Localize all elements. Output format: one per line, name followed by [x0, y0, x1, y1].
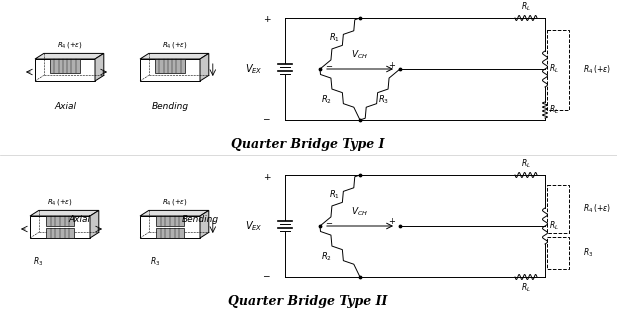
- Polygon shape: [140, 53, 209, 59]
- Text: $R_3$: $R_3$: [33, 255, 43, 268]
- Polygon shape: [140, 59, 200, 81]
- Text: $V_{EX}$: $V_{EX}$: [246, 219, 263, 233]
- Polygon shape: [140, 216, 200, 238]
- Text: $R_L$: $R_L$: [521, 1, 531, 13]
- Text: $-$: $-$: [325, 218, 333, 226]
- Bar: [547, 237, 569, 269]
- Polygon shape: [90, 210, 99, 238]
- Polygon shape: [46, 216, 74, 226]
- Text: $R_L$: $R_L$: [549, 63, 559, 75]
- Polygon shape: [200, 53, 209, 81]
- Text: $V_{EX}$: $V_{EX}$: [246, 62, 263, 76]
- Text: $R_4\,(+\varepsilon)$: $R_4\,(+\varepsilon)$: [583, 203, 611, 215]
- Text: Bending: Bending: [182, 214, 219, 224]
- Text: $R_4\,(+\varepsilon)$: $R_4\,(+\varepsilon)$: [162, 40, 188, 50]
- Polygon shape: [140, 210, 209, 216]
- Text: $R_4\,(+\varepsilon)$: $R_4\,(+\varepsilon)$: [47, 197, 73, 207]
- Polygon shape: [155, 59, 185, 73]
- Bar: [547, 30, 569, 110]
- Text: Axial: Axial: [54, 102, 76, 111]
- Polygon shape: [95, 53, 104, 81]
- Polygon shape: [156, 216, 184, 226]
- Polygon shape: [156, 228, 184, 238]
- Polygon shape: [35, 59, 95, 81]
- Text: $R_2$: $R_2$: [321, 94, 332, 106]
- Text: $R_4\,(+\varepsilon)$: $R_4\,(+\varepsilon)$: [162, 197, 188, 207]
- Text: $R_4\,(+\varepsilon)$: $R_4\,(+\varepsilon)$: [583, 64, 611, 76]
- Text: $R_1$: $R_1$: [329, 32, 340, 44]
- Polygon shape: [50, 59, 80, 73]
- Text: $R_3$: $R_3$: [150, 255, 160, 268]
- Text: $R_2$: $R_2$: [321, 251, 332, 263]
- Text: +: +: [263, 15, 271, 24]
- Text: $V_{CH}$: $V_{CH}$: [352, 205, 368, 218]
- Text: $R_L$: $R_L$: [521, 158, 531, 170]
- Text: $R_3$: $R_3$: [583, 247, 594, 259]
- Text: +: +: [263, 172, 271, 181]
- Text: Bending: Bending: [151, 102, 189, 111]
- Text: Quarter Bridge Type I: Quarter Bridge Type I: [231, 138, 385, 151]
- Text: +: +: [388, 218, 395, 226]
- Text: Quarter Bridge Type II: Quarter Bridge Type II: [228, 295, 387, 308]
- Polygon shape: [30, 216, 90, 238]
- Text: $R_4\,(+\varepsilon)$: $R_4\,(+\varepsilon)$: [57, 40, 83, 50]
- Text: $-$: $-$: [262, 270, 271, 279]
- Text: $-$: $-$: [325, 61, 333, 69]
- Text: Axial: Axial: [68, 214, 90, 224]
- Polygon shape: [30, 210, 99, 216]
- Polygon shape: [46, 228, 74, 238]
- Polygon shape: [35, 53, 104, 59]
- Text: $R_1$: $R_1$: [329, 189, 340, 201]
- Text: $R_L$: $R_L$: [521, 282, 531, 295]
- Text: $V_{CH}$: $V_{CH}$: [352, 48, 368, 61]
- Text: $R_3$: $R_3$: [378, 94, 389, 106]
- Text: $R_L$: $R_L$: [549, 104, 559, 116]
- Polygon shape: [200, 210, 209, 238]
- Text: $R_L$: $R_L$: [549, 220, 559, 232]
- Text: +: +: [388, 61, 395, 69]
- Text: $-$: $-$: [262, 113, 271, 122]
- Bar: [547, 185, 569, 233]
